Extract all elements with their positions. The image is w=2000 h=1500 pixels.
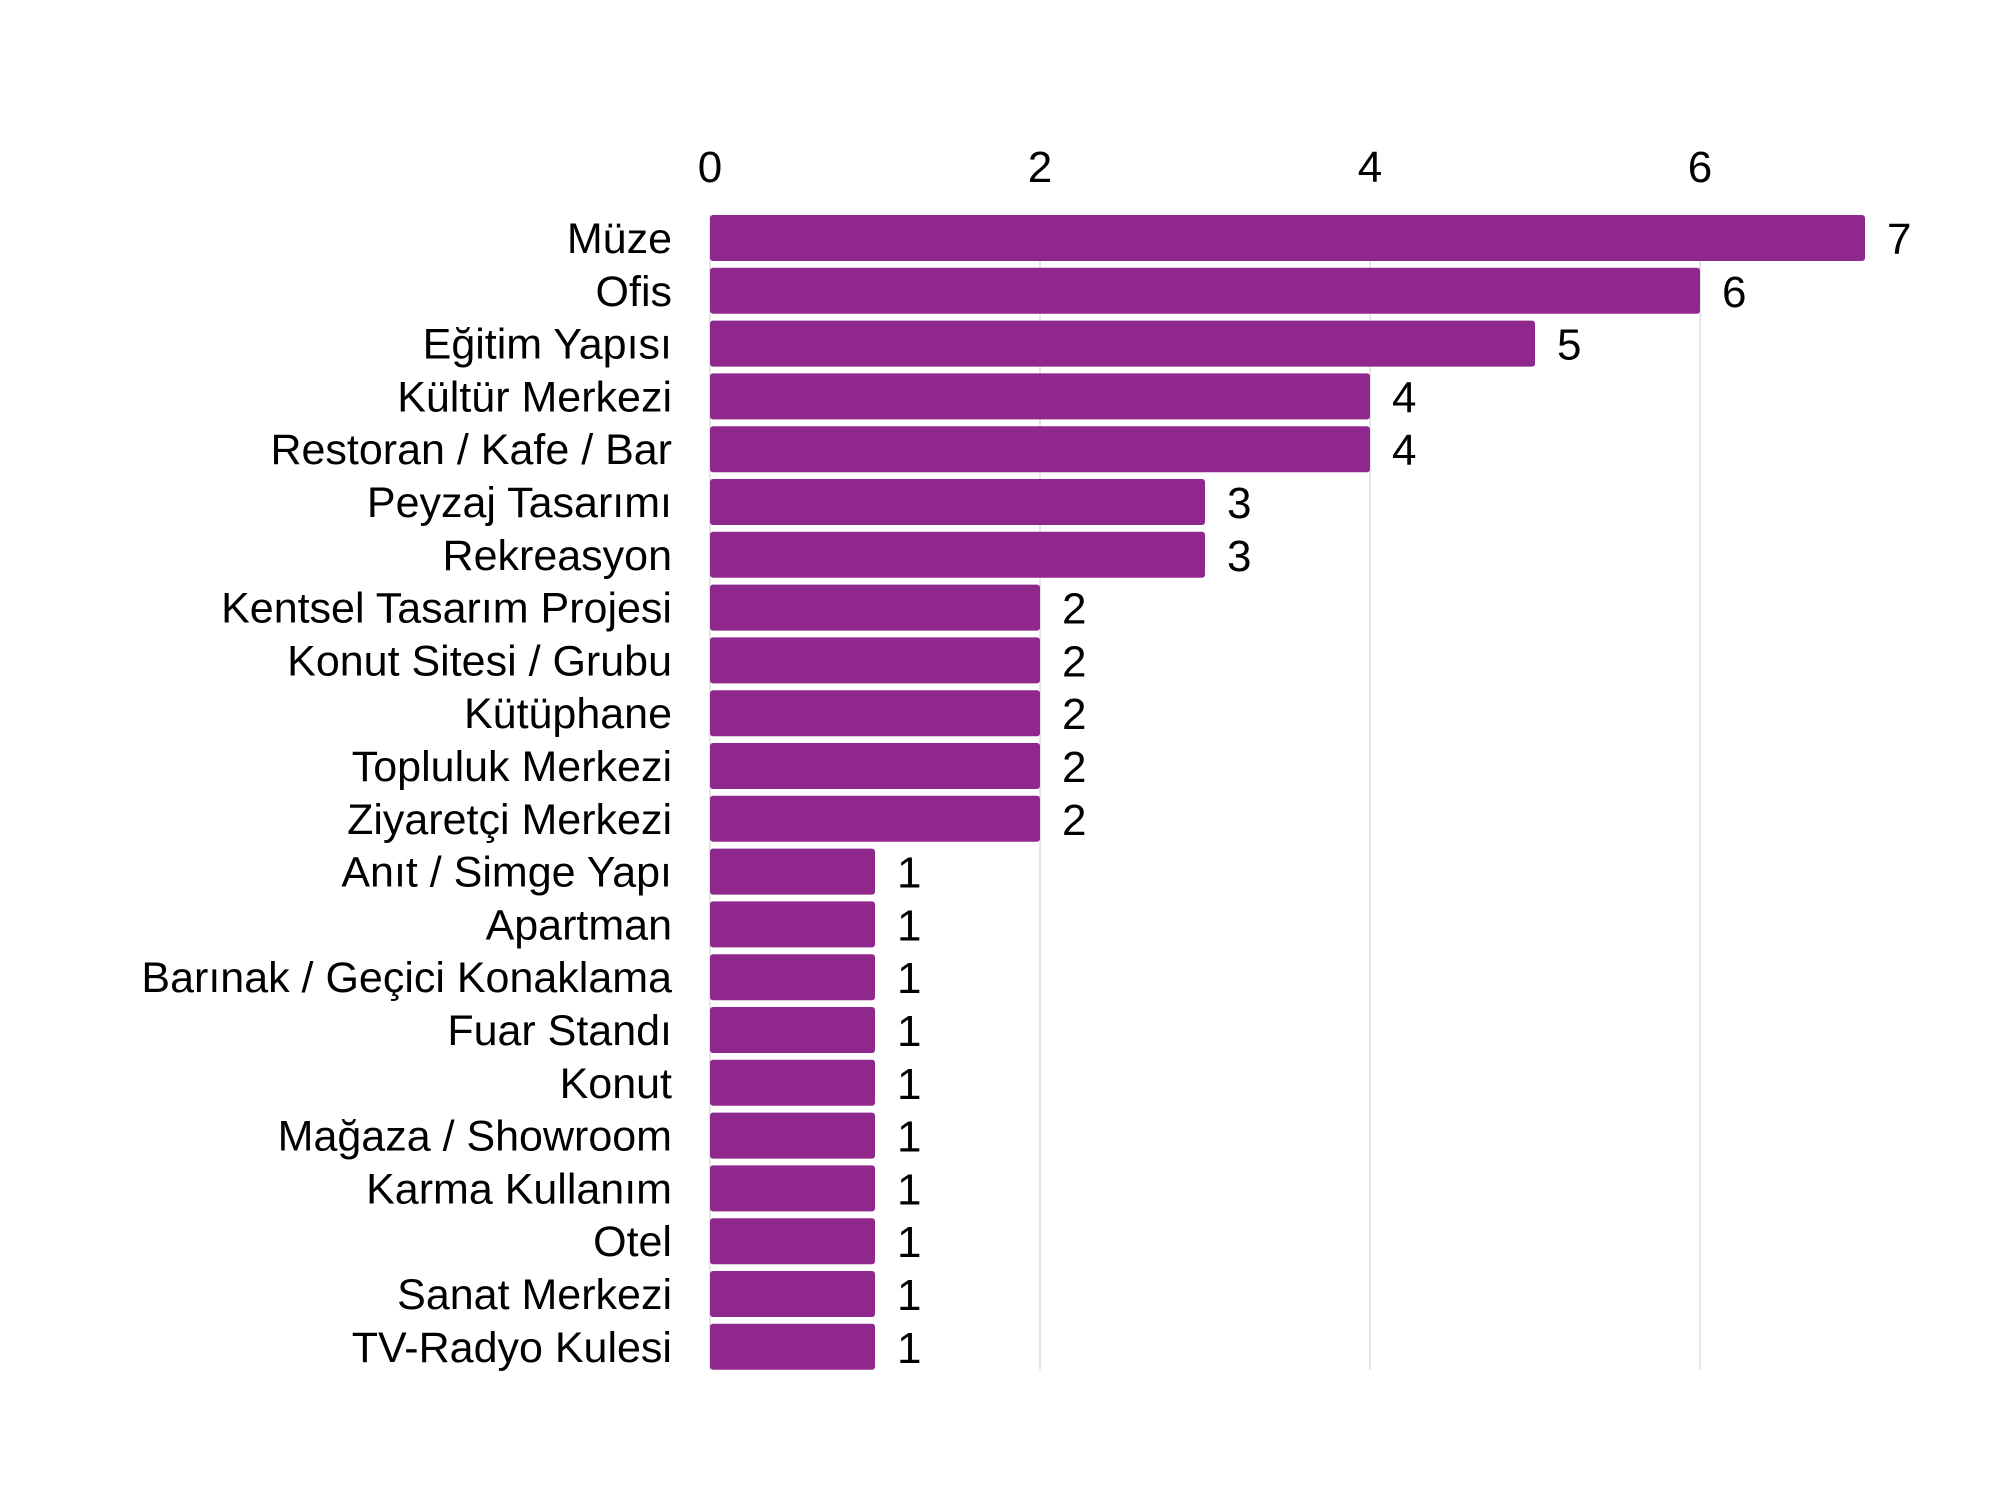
x-axis-ticks: 0 2 4 6 [698,143,1712,192]
bar [710,1218,875,1265]
value-label: 1 [897,1060,921,1109]
category-label: Peyzaj Tasarımı [367,479,672,527]
x-tick-label: 4 [1358,143,1382,192]
category-label: Topluluk Merkezi [352,743,672,791]
value-label: 1 [897,1113,921,1162]
value-label: 1 [897,1007,921,1056]
value-label: 2 [1062,796,1086,845]
value-label: 2 [1062,585,1086,634]
value-label: 1 [897,1165,921,1214]
bar [710,795,1040,842]
x-tick-label: 2 [1028,143,1052,192]
category-label: Müze [567,215,672,263]
value-label: 2 [1062,743,1086,792]
bar [710,215,1865,261]
category-label: Ziyaretçi Merkezi [347,796,672,844]
value-label: 1 [897,1218,921,1267]
bar [710,1271,875,1317]
value-label: 1 [897,1324,921,1373]
bar [710,531,1205,578]
category-label: Apartman [486,901,672,949]
bar [710,1165,875,1212]
category-label: Konut [560,1060,672,1108]
x-tick-label: 6 [1688,143,1712,192]
category-label: Sanat Merkezi [397,1271,672,1319]
x-tick-label: 0 [698,143,722,192]
value-label: 2 [1062,690,1086,739]
bar [710,1112,875,1159]
category-label: Otel [593,1218,672,1266]
bar [710,426,1370,473]
value-label: 1 [897,1271,921,1320]
category-label: Konut Sitesi / Grubu [287,637,672,685]
bar [710,1007,875,1053]
bar [710,320,1535,367]
category-label: TV-Radyo Kulesi [352,1324,672,1372]
category-label: Kültür Merkezi [397,373,672,421]
bar [710,1323,875,1370]
value-label: 1 [897,901,921,950]
category-label: Kentsel Tasarım Projesi [221,585,672,633]
value-label: 4 [1392,426,1416,475]
bars [710,215,1865,1370]
value-label: 3 [1227,479,1251,528]
category-label: Barınak / Geçici Konaklama [141,954,672,1002]
category-label: Kütüphane [464,690,672,738]
bar [710,479,1205,525]
bar [710,267,1700,314]
category-label: Restoran / Kafe / Bar [270,426,672,474]
bar [710,1059,875,1106]
bar [710,901,875,948]
category-label: Fuar Standı [447,1007,672,1055]
value-label: 5 [1557,321,1581,370]
bar [710,743,1040,789]
category-label: Anıt / Simge Yapı [341,849,672,897]
bar [710,848,875,895]
value-label: 7 [1887,215,1911,264]
value-label: 3 [1227,532,1251,581]
category-label: Rekreasyon [443,532,672,580]
category-label: Eğitim Yapısı [423,321,672,369]
category-label: Karma Kullanım [366,1165,672,1213]
bar [710,637,1040,684]
value-label: 1 [897,954,921,1003]
value-label: 6 [1722,268,1746,317]
bar [710,690,1040,737]
bar [710,584,1040,631]
value-label: 2 [1062,637,1086,686]
bar [710,954,875,1001]
category-label: Mağaza / Showroom [278,1113,672,1161]
value-label: 1 [897,849,921,898]
value-label: 4 [1392,373,1416,422]
bar [710,373,1370,420]
category-label: Ofis [596,268,672,316]
